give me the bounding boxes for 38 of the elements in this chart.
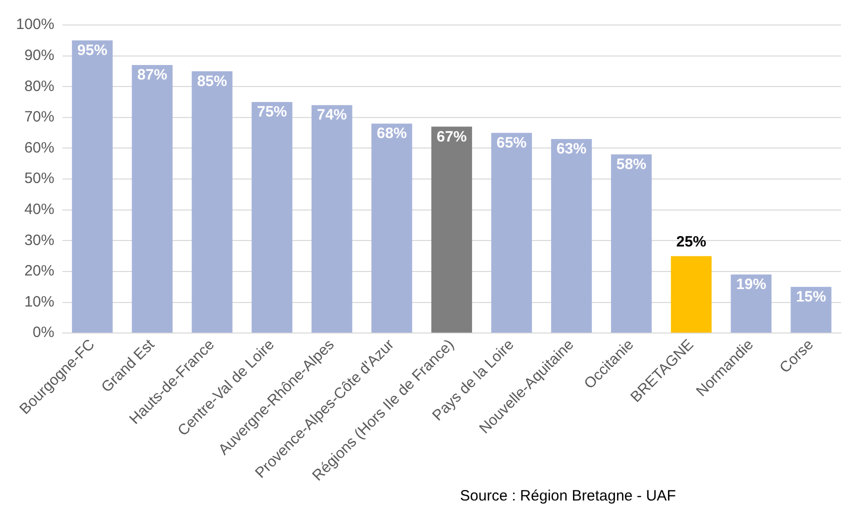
bar bbox=[431, 126, 472, 333]
y-tick-label: 0% bbox=[32, 324, 54, 342]
data-label: 87% bbox=[137, 66, 168, 84]
y-tick-label: 60% bbox=[24, 139, 54, 156]
data-label: 25% bbox=[676, 234, 706, 251]
y-tick-label: 20% bbox=[24, 262, 54, 280]
bar bbox=[132, 65, 173, 333]
y-tick-label: 70% bbox=[24, 108, 54, 126]
bar bbox=[72, 40, 113, 333]
source-note: Source : Région Bretagne - UAF bbox=[460, 488, 676, 505]
data-label: 68% bbox=[376, 125, 407, 142]
y-tick-label: 10% bbox=[24, 293, 54, 310]
bar bbox=[192, 71, 232, 333]
bar bbox=[670, 256, 712, 333]
data-label: 95% bbox=[77, 42, 108, 60]
bar bbox=[730, 274, 772, 333]
data-label: 58% bbox=[616, 156, 646, 174]
bar bbox=[252, 102, 292, 333]
data-label: 19% bbox=[736, 276, 766, 294]
data-label: 63% bbox=[556, 140, 586, 158]
bar bbox=[312, 105, 352, 333]
y-tick-label: 30% bbox=[24, 232, 54, 249]
data-label: 65% bbox=[496, 134, 527, 152]
data-label: 15% bbox=[796, 288, 826, 306]
y-tick-label: 50% bbox=[24, 170, 54, 188]
data-label: 85% bbox=[197, 72, 228, 90]
data-label: 74% bbox=[316, 106, 347, 124]
y-tick-label: 40% bbox=[24, 201, 54, 218]
data-label: 75% bbox=[256, 104, 288, 121]
bar bbox=[551, 138, 592, 333]
bar bbox=[611, 154, 652, 333]
y-tick-label: 100% bbox=[16, 16, 54, 34]
bar bbox=[790, 286, 832, 333]
data-label: 67% bbox=[436, 128, 467, 146]
y-tick-label: 90% bbox=[24, 46, 54, 64]
bar bbox=[491, 132, 532, 333]
bar bbox=[371, 124, 412, 333]
y-tick-label: 80% bbox=[24, 78, 54, 95]
